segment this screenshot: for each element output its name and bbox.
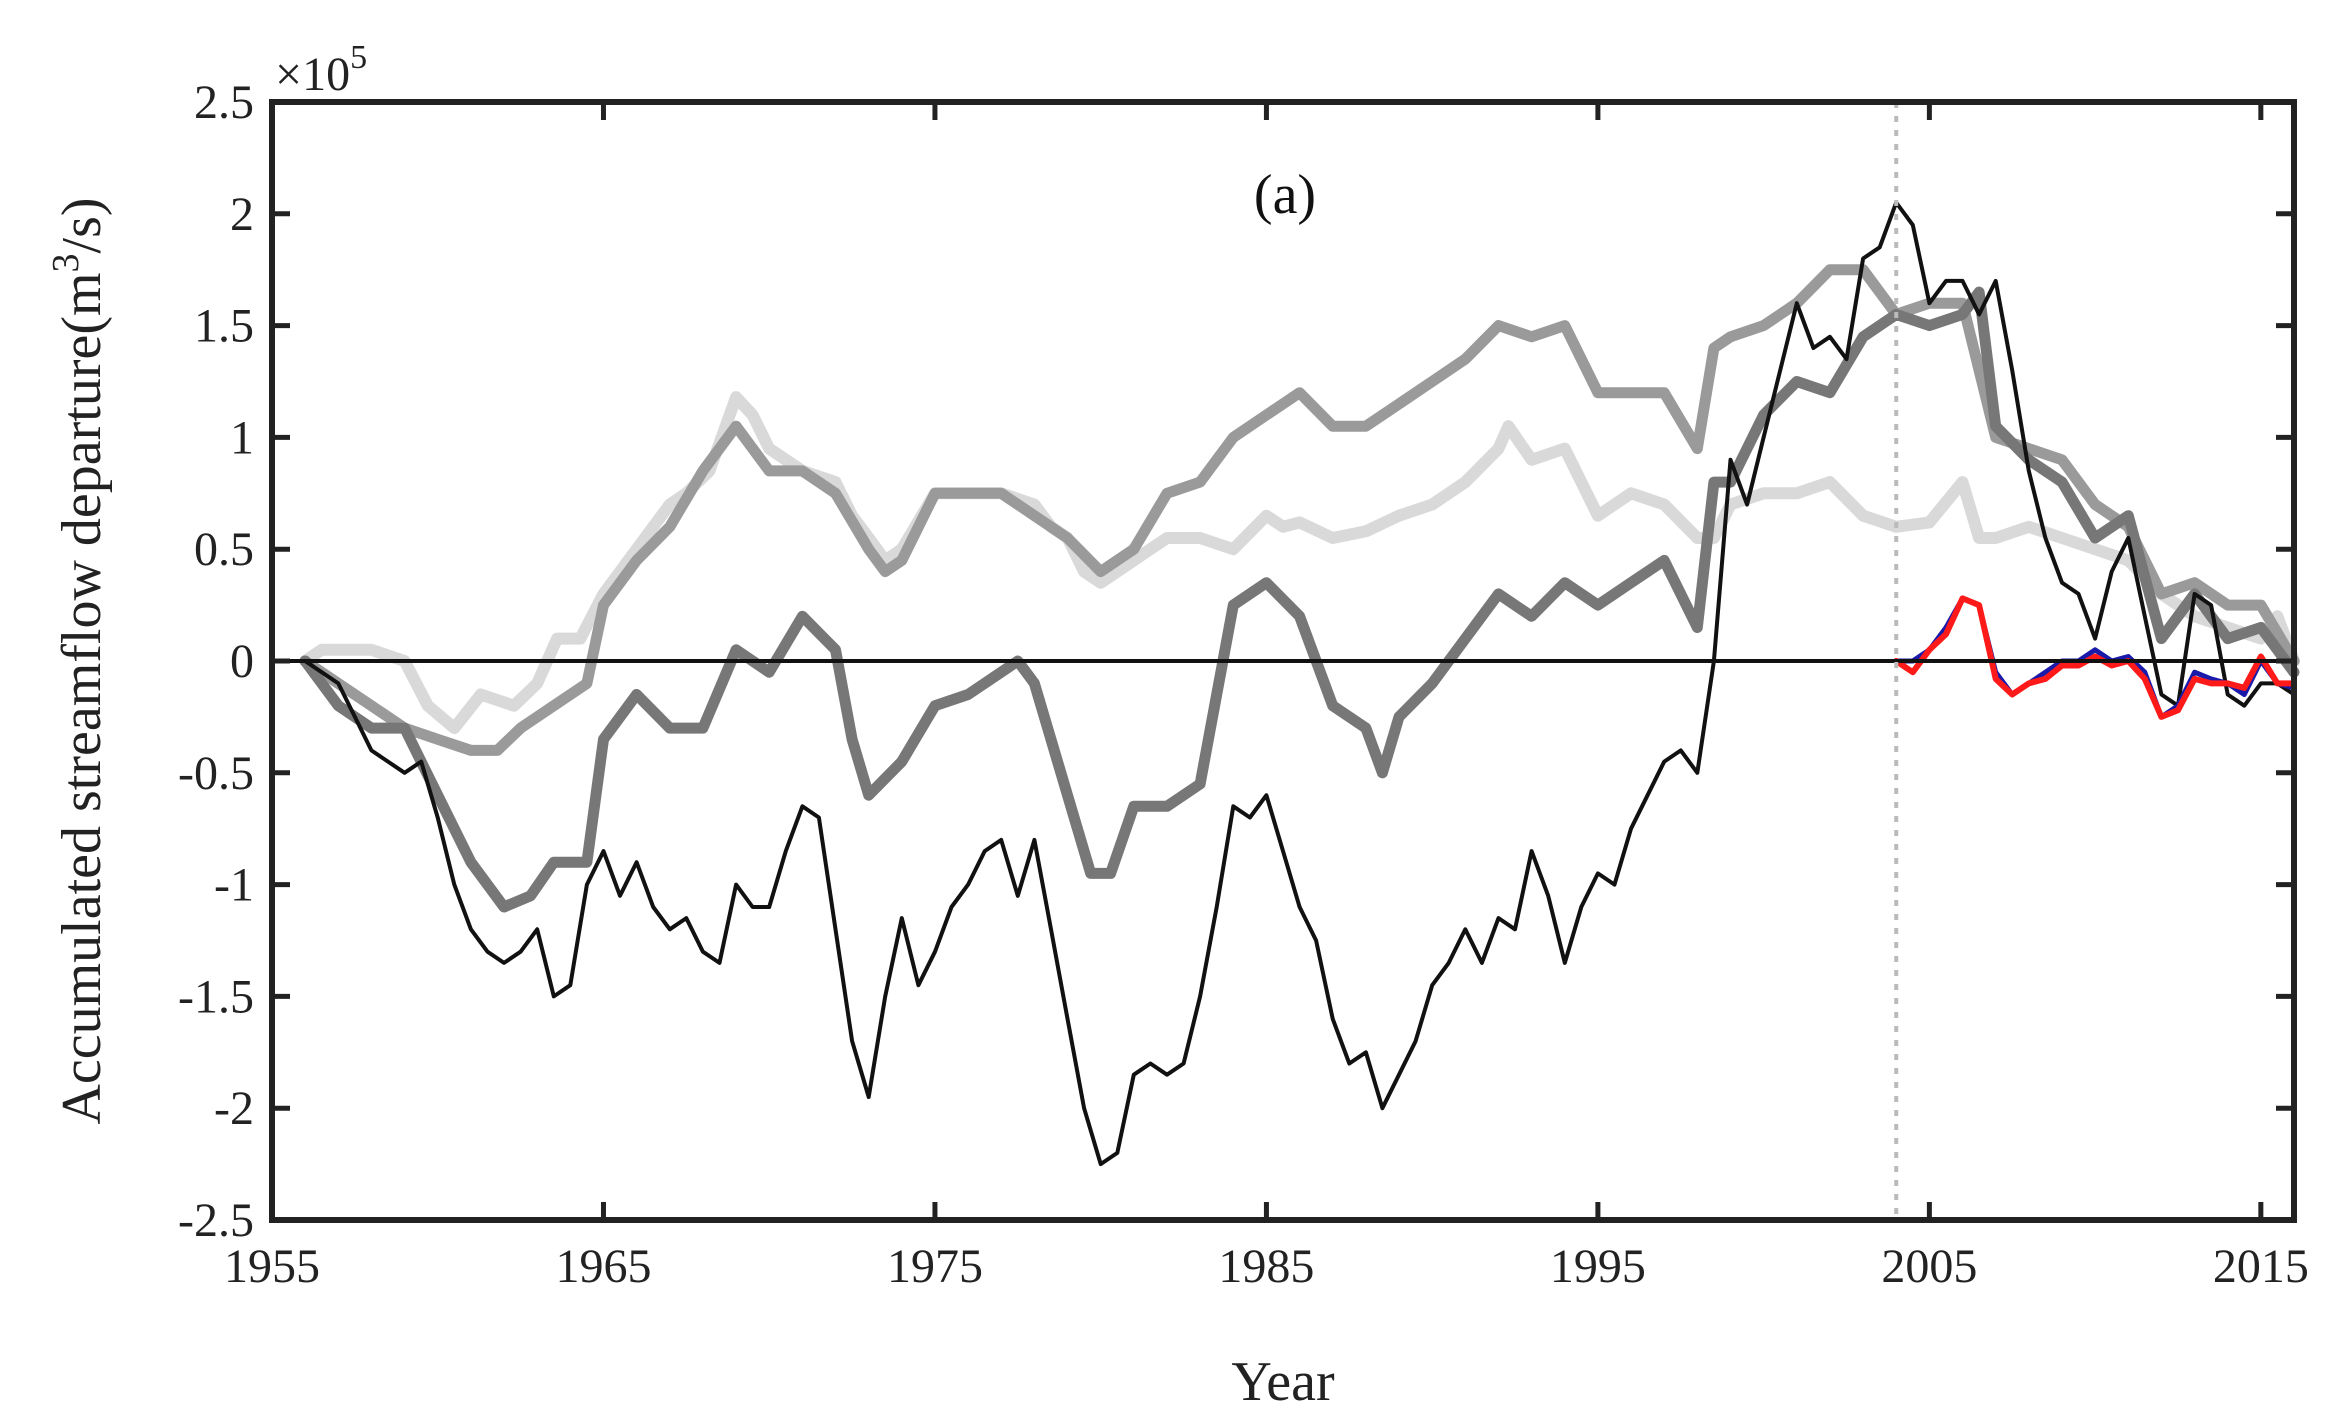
x-tick-label: 2005 [1881,1240,1977,1293]
y-axis-title: Accumulated streamflow departure(m3/s) [45,197,113,1124]
y-tick-label: -1.5 [178,970,254,1023]
tick-layer: 1955 1965 1975 1985 1995 2005 2015 -2.5 -2 -1.5 -1… [178,76,2309,1293]
reference-lines [272,102,2294,1220]
y-exponent-prefix: ×10 [275,48,350,101]
x-axis-title: Year [1231,1351,1335,1413]
y-tick-label: -2.5 [178,1194,254,1247]
y-axis-title-main: Accumulated streamflow departure(m [51,272,113,1124]
x-tick-label: 1985 [1218,1240,1314,1293]
series-line-4 [303,200,2296,1167]
series-line-6 [1893,595,2297,720]
y-exponent-label: ×105 [275,39,367,101]
y-tick-label: 0 [230,635,254,688]
x-tick-label: 1975 [887,1240,983,1293]
series-line-3 [299,286,2300,913]
y-tick-label: 2.5 [194,76,254,129]
series-line-1 [299,391,2300,735]
y-tick-label: 0.5 [194,523,254,576]
y-tick-label: 1 [230,411,254,464]
x-tick-label: 1965 [555,1240,651,1293]
y-tick-label: 2 [230,188,254,241]
y-tick-label: -2 [214,1082,254,1135]
x-tick-label: 1995 [1550,1240,1646,1293]
y-tick-label: -1 [214,859,254,912]
panel-label: (a) [1254,164,1316,226]
y-tick-label: 1.5 [194,300,254,353]
y-axis-title-tail: /s) [51,197,113,253]
series-line-2 [299,264,2300,756]
y-tick-label: -0.5 [178,747,254,800]
y-axis-title-sup: 3 [45,253,87,272]
x-tick-label: 2015 [2213,1240,2309,1293]
series-layer [299,200,2300,1167]
x-tick-label: 1955 [224,1240,320,1293]
y-exponent-power: 5 [350,39,367,76]
